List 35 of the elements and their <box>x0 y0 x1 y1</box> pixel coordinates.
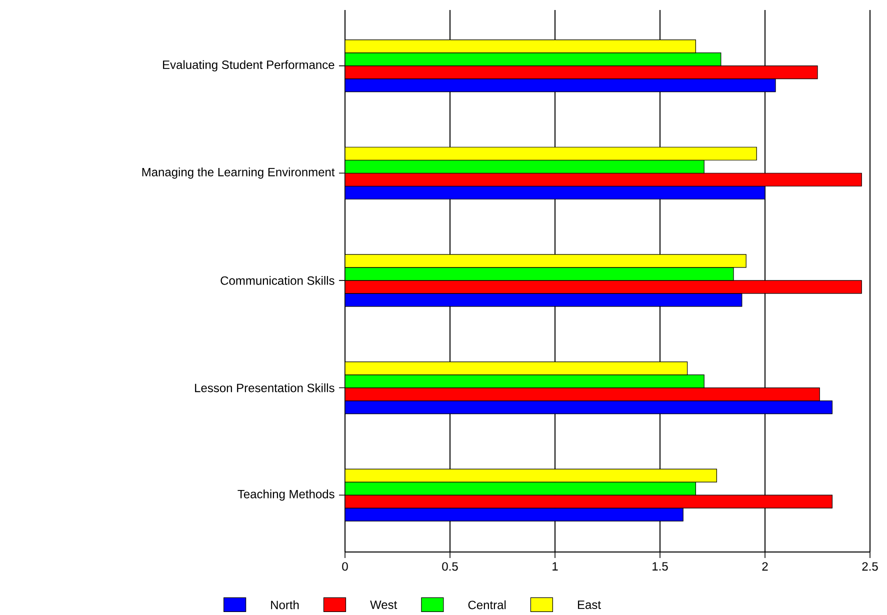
bar <box>345 172 862 186</box>
bar <box>345 387 820 402</box>
bar <box>345 267 734 281</box>
bar <box>345 254 746 268</box>
bar <box>345 494 833 508</box>
bar <box>345 508 684 522</box>
y-tick-label: Communication Skills <box>220 276 334 285</box>
legend-label: Central <box>468 600 506 610</box>
bar <box>345 482 696 496</box>
x-tick-label: 0.5 <box>442 562 458 571</box>
legend-label: North <box>271 600 299 610</box>
bar <box>345 52 722 66</box>
x-tick-label: 0 <box>342 562 348 571</box>
y-tick-label: Evaluating Student Performance <box>163 60 334 72</box>
legend-label: East <box>578 600 601 609</box>
bar <box>345 468 718 482</box>
bar <box>345 66 818 80</box>
bar <box>345 361 688 376</box>
x-tick-label: 2 <box>762 562 768 571</box>
y-tick-label: Lesson Presentation Skills <box>195 383 334 392</box>
bar <box>345 160 704 174</box>
bar <box>345 146 757 160</box>
legend-label: West <box>370 600 398 609</box>
x-tick-label: 1.5 <box>652 562 668 571</box>
x-tick-label: 1 <box>552 562 558 570</box>
y-tick-label: Managing the Learning Environment <box>142 168 335 179</box>
bar <box>345 186 766 200</box>
bar <box>345 40 696 54</box>
bar <box>345 280 862 294</box>
x-tick-label: 2.5 <box>862 562 878 571</box>
bar <box>345 78 776 92</box>
bar <box>345 374 704 388</box>
y-tick-label: Teaching Methods <box>238 490 334 501</box>
bar <box>345 293 742 307</box>
bar <box>345 400 833 414</box>
